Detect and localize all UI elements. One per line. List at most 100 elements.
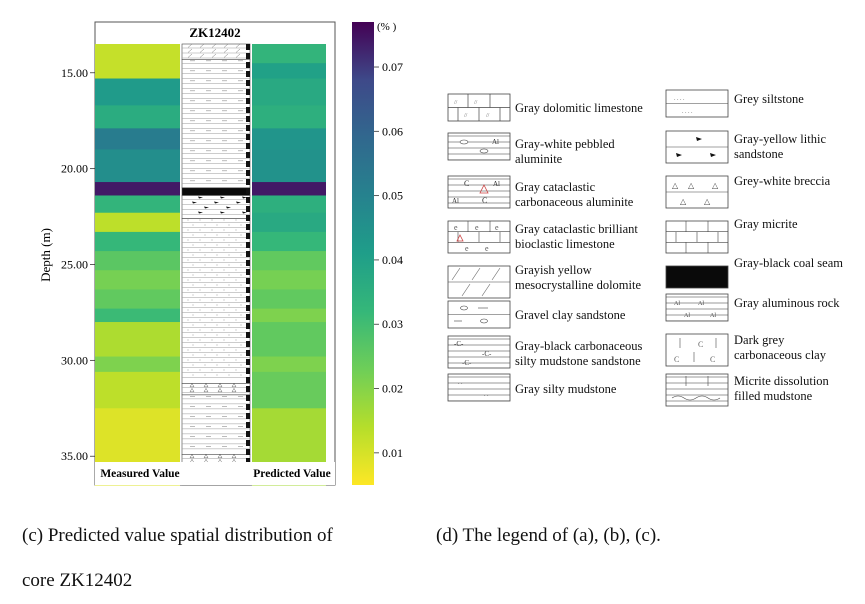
caption-d: (d) The legend of (a), (b), (c). bbox=[436, 525, 661, 546]
predicted-segment-9 bbox=[252, 231, 326, 252]
legend-label-siltstone: Grey siltstone bbox=[734, 92, 804, 106]
legend-label-coal-seam: Gray-black coal seam bbox=[734, 256, 843, 270]
core-marker bbox=[246, 350, 250, 356]
y-tick-label-0: 15.00 bbox=[61, 66, 88, 80]
measured-segment-2 bbox=[95, 105, 180, 129]
core-chart: 15.00 20.00 25.00 30.00 35.00 ZK12402 Depth … bbox=[0, 0, 430, 500]
core-marker bbox=[246, 431, 250, 437]
carbonaceous-mudstone-pattern: -C- -C- -C- bbox=[447, 335, 511, 369]
colorbar-unit: (% ) bbox=[377, 21, 397, 33]
core-marker bbox=[246, 458, 250, 464]
measured-column bbox=[95, 44, 180, 486]
dolomite-pattern bbox=[447, 265, 511, 299]
svg-text:e: e bbox=[475, 223, 479, 232]
svg-text:-C-: -C- bbox=[462, 359, 472, 367]
svg-text:△: △ bbox=[688, 181, 695, 190]
core-marker bbox=[246, 269, 250, 275]
svg-text:△: △ bbox=[704, 197, 711, 206]
dolomitic-limestone-pattern: // // // // bbox=[447, 93, 511, 122]
micrite-pattern bbox=[665, 220, 729, 254]
predicted-segment-10 bbox=[252, 251, 326, 271]
predicted-segment-11 bbox=[252, 270, 326, 290]
colorbar-tick-label-5: 0.06 bbox=[382, 124, 403, 138]
svg-text:△: △ bbox=[680, 197, 687, 206]
core-marker bbox=[246, 233, 250, 239]
core-marker bbox=[246, 413, 250, 419]
caption-c-line2: core ZK12402 bbox=[22, 570, 133, 591]
pebbled-aluminite-pattern: Al bbox=[447, 132, 511, 161]
lithology-layer-dolomitic-0 bbox=[181, 43, 251, 60]
core-marker bbox=[246, 125, 250, 131]
svg-text://: // bbox=[464, 113, 468, 119]
core-marker bbox=[246, 152, 250, 158]
lithology-layer-lithic-3 bbox=[181, 195, 251, 219]
svg-text:-C-: -C- bbox=[482, 350, 492, 358]
measured-segment-7 bbox=[95, 212, 180, 233]
legend-label-pebbled-aluminite: Gray-white pebbled aluminite bbox=[515, 137, 615, 166]
legend-label-micrite: Gray micrite bbox=[734, 217, 798, 231]
core-chart-svg: 15.00 20.00 25.00 30.00 35.00 ZK12402 Depth … bbox=[38, 21, 403, 486]
core-marker bbox=[246, 170, 250, 176]
breccia-pattern: △ △ △ △ △ bbox=[665, 175, 729, 209]
core-marker bbox=[246, 332, 250, 338]
measured-segment-8 bbox=[95, 231, 180, 252]
core-marker bbox=[246, 278, 250, 284]
svg-text:Al: Al bbox=[493, 180, 500, 188]
predicted-segment-2 bbox=[252, 78, 326, 106]
legend-label-dissolution-mudstone: Micrite dissolution filled mudstone bbox=[734, 374, 829, 403]
predicted-column bbox=[252, 44, 326, 486]
cataclastic-aluminite-pattern: C Al Al C bbox=[447, 175, 511, 209]
core-marker bbox=[246, 359, 250, 365]
legend-label-carbonaceous-mudstone: Gray-black carbonaceous silty mudstone s… bbox=[515, 339, 643, 368]
legend-label-aluminous-rock: Gray aluminous rock bbox=[734, 296, 840, 310]
core-marker bbox=[246, 89, 250, 95]
svg-text:e: e bbox=[495, 223, 499, 232]
predicted-segment-4 bbox=[252, 128, 326, 150]
core-marker bbox=[246, 71, 250, 77]
core-marker bbox=[246, 98, 250, 104]
svg-text:C: C bbox=[674, 355, 679, 364]
measured-segment-6 bbox=[95, 195, 180, 214]
predicted-segment-15 bbox=[252, 356, 326, 373]
legend-label-gravel-sandstone: Gravel clay sandstone bbox=[515, 308, 626, 322]
measured-segment-9 bbox=[95, 251, 180, 271]
colorbar-tick-label-1: 0.02 bbox=[382, 382, 403, 396]
core-marker bbox=[246, 440, 250, 446]
svg-text:Al: Al bbox=[698, 301, 704, 307]
y-tick-label-3: 30.00 bbox=[61, 353, 88, 367]
core-marker bbox=[246, 188, 250, 194]
measured-segment-11 bbox=[95, 289, 180, 310]
lithology-layer-mudstone-6 bbox=[181, 394, 251, 455]
measured-segment-13 bbox=[95, 322, 180, 358]
measured-segment-0 bbox=[95, 44, 180, 80]
chart-title: ZK12402 bbox=[189, 25, 240, 40]
core-marker bbox=[246, 62, 250, 68]
svg-text://: // bbox=[454, 100, 458, 106]
y-tick-label-4: 35.00 bbox=[61, 449, 88, 463]
legend-label-breccia: Grey-white breccia bbox=[734, 174, 831, 188]
lithology-column bbox=[181, 43, 251, 486]
svg-text:. . . .: . . . . bbox=[674, 96, 685, 102]
svg-text:C: C bbox=[710, 355, 715, 364]
legend-panel: // // // // Al C Al Al C e e e e e bbox=[440, 88, 860, 418]
svg-text:e: e bbox=[454, 223, 458, 232]
y-tick-label-2: 25.00 bbox=[61, 258, 88, 272]
predicted-segment-3 bbox=[252, 105, 326, 129]
predicted-segment-13 bbox=[252, 308, 326, 323]
svg-text:C: C bbox=[482, 196, 487, 205]
predicted-segment-7 bbox=[252, 195, 326, 214]
core-marker bbox=[246, 143, 250, 149]
coal-seam-pattern bbox=[665, 265, 729, 289]
core-marker bbox=[246, 260, 250, 266]
measured-segment-12 bbox=[95, 308, 180, 323]
svg-text:Al: Al bbox=[492, 138, 499, 146]
lithology-layer-mudstone-1 bbox=[181, 59, 251, 189]
svg-text:-C-: -C- bbox=[454, 340, 464, 348]
lithology-layer-coal-2 bbox=[181, 187, 251, 196]
core-marker bbox=[246, 134, 250, 140]
colorbar-tick-label-6: 0.07 bbox=[382, 60, 403, 74]
core-marker bbox=[246, 422, 250, 428]
svg-text:. . . .: . . . . bbox=[682, 109, 693, 115]
caption-c-line1: (c) Predicted value spatial distribution… bbox=[22, 525, 333, 546]
